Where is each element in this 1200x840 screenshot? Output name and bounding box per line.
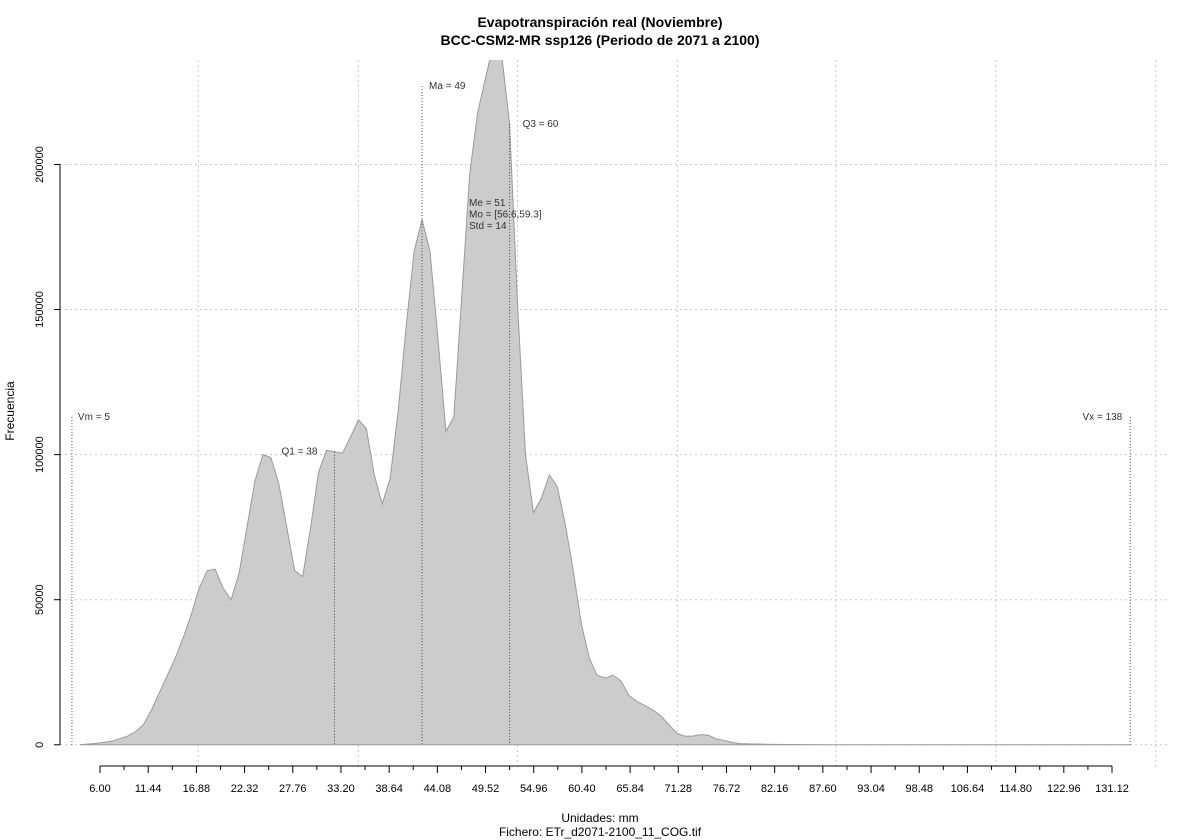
file-label: Fichero: ETr_d2071-2100_11_COG.tif bbox=[498, 825, 702, 839]
x-tick-label: 98.48 bbox=[905, 783, 933, 795]
x-tick-label: 60.40 bbox=[568, 783, 596, 795]
x-tick-label: 16.88 bbox=[183, 783, 211, 795]
max-label: Vx = 138 bbox=[1082, 412, 1122, 423]
y-tick-label: 50000 bbox=[34, 584, 46, 615]
y-tick-label: 0 bbox=[34, 742, 46, 748]
x-tick-label: 38.64 bbox=[375, 783, 403, 795]
histogram-area bbox=[79, 60, 1131, 746]
x-tick-label: 82.16 bbox=[761, 783, 789, 795]
chart-subtitle: BCC-CSM2-MR ssp126 (Periodo de 2071 a 21… bbox=[440, 32, 760, 48]
x-tick-label: 65.84 bbox=[616, 783, 644, 795]
x-tick-label: 54.96 bbox=[520, 783, 548, 795]
y-tick-label: 200000 bbox=[34, 146, 46, 183]
x-axis-label: Unidades: mm bbox=[561, 811, 639, 825]
q1-label: Q1 = 38 bbox=[282, 447, 318, 458]
x-tick-label: 44.08 bbox=[424, 783, 452, 795]
q3-label: Q3 = 60 bbox=[523, 119, 559, 130]
min-label: Vm = 5 bbox=[78, 412, 110, 423]
y-tick-label: 150000 bbox=[34, 291, 46, 328]
x-tick-label: 76.72 bbox=[713, 783, 741, 795]
x-tick-label: 33.20 bbox=[327, 783, 355, 795]
stats-block-line: Me = 51 bbox=[469, 198, 506, 209]
x-tick-label: 27.76 bbox=[279, 783, 307, 795]
x-tick-label: 71.28 bbox=[665, 783, 693, 795]
x-tick-label: 22.32 bbox=[231, 783, 259, 795]
x-tick-label: 6.00 bbox=[89, 783, 110, 795]
stats-block-line: Std = 14 bbox=[469, 221, 507, 232]
stats-block-line: Mo = [56.6,59.3] bbox=[469, 210, 542, 221]
x-tick-label: 114.80 bbox=[999, 783, 1032, 795]
y-axis-label: Frecuencia bbox=[3, 381, 17, 441]
mean-label: Ma = 49 bbox=[429, 81, 466, 92]
x-tick-label: 49.52 bbox=[472, 783, 500, 795]
x-tick-label: 106.64 bbox=[951, 783, 985, 795]
x-tick-label: 87.60 bbox=[809, 783, 837, 795]
x-tick-label: 122.96 bbox=[1047, 783, 1081, 795]
x-tick-label: 131.12 bbox=[1095, 783, 1129, 795]
x-tick-label: 11.44 bbox=[135, 783, 162, 795]
chart-title: Evapotranspiración real (Noviembre) bbox=[477, 14, 723, 30]
y-tick-label: 100000 bbox=[34, 436, 46, 473]
x-tick-label: 93.04 bbox=[857, 783, 885, 795]
